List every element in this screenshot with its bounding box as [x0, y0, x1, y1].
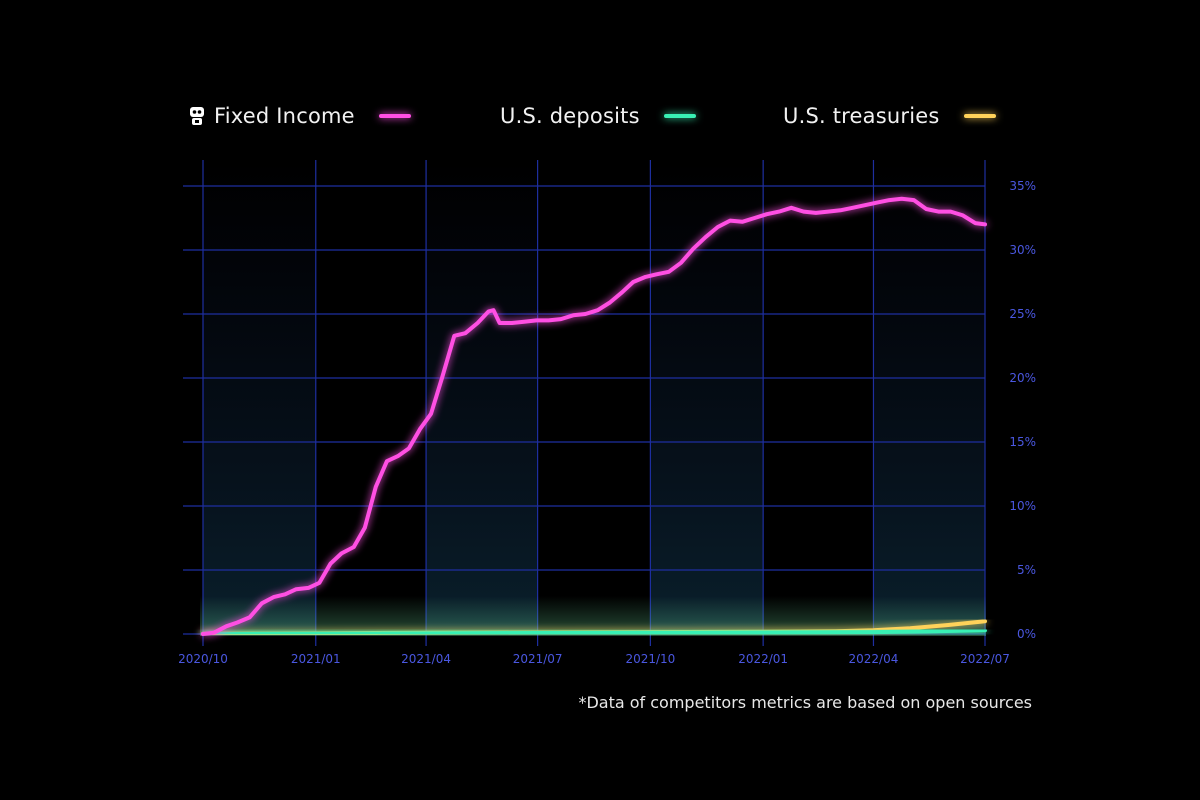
x-tick-label: 2021/07	[513, 652, 563, 666]
x-tick-label: 2021/10	[625, 652, 675, 666]
series-line-u-s-deposits	[201, 628, 987, 636]
y-tick-label: 15%	[1009, 435, 1036, 449]
footnote: *Data of competitors metrics are based o…	[578, 693, 1032, 712]
x-tick-label: 2022/07	[960, 652, 1010, 666]
chart-band	[203, 160, 316, 634]
legend-label: U.S. treasuries	[783, 104, 940, 128]
y-tick-label: 25%	[1009, 307, 1036, 321]
y-tick-label: 5%	[1017, 563, 1036, 577]
legend-item-us-deposits: U.S. deposits	[500, 96, 696, 136]
y-tick-label: 0%	[1017, 627, 1036, 641]
chart-band	[426, 160, 538, 634]
x-tick-label: 2020/10	[178, 652, 228, 666]
legend-swatch	[963, 114, 996, 118]
y-tick-label: 35%	[1009, 179, 1036, 193]
x-tick-label: 2022/04	[849, 652, 899, 666]
legend-label: U.S. deposits	[500, 104, 640, 128]
x-tick-label: 2021/04	[401, 652, 451, 666]
legend-label: Fixed Income	[214, 104, 355, 128]
series-line-fixed-income	[201, 196, 987, 636]
y-tick-label: 20%	[1009, 371, 1036, 385]
y-tick-label: 30%	[1009, 243, 1036, 257]
legend-swatch	[378, 114, 411, 118]
chart-band	[650, 160, 764, 634]
chart-band	[873, 160, 985, 634]
legend-item-fixed-income: Fixed Income	[188, 96, 411, 136]
y-tick-label: 10%	[1009, 499, 1036, 513]
legend-item-us-treasuries: U.S. treasuries	[783, 96, 996, 136]
x-tick-label: 2021/01	[291, 652, 341, 666]
chart-legend: Fixed Income U.S. deposits U.S. treasuri…	[0, 96, 1200, 136]
legend-swatch	[663, 114, 696, 118]
robot-icon	[190, 107, 204, 125]
x-tick-label: 2022/01	[738, 652, 788, 666]
